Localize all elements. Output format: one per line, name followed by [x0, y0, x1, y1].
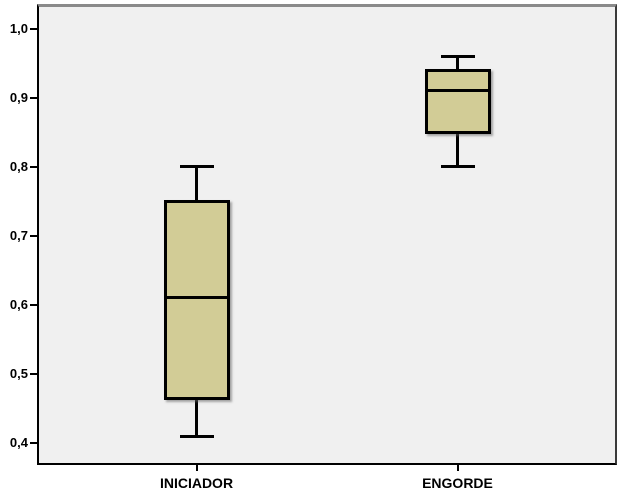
y-axis-tick-label: 0,7 — [9, 227, 28, 243]
median-line-engorde — [427, 89, 488, 93]
median-line-iniciador — [166, 296, 227, 300]
y-axis-tick — [30, 27, 37, 30]
x-axis-tick — [195, 465, 198, 471]
y-axis-tick — [30, 303, 37, 306]
y-axis-tick-label: 0,9 — [9, 89, 28, 105]
x-axis-category-label-engorde: ENGORDE — [422, 475, 493, 491]
whisker-lower-line-iniciador — [195, 398, 198, 436]
whisker-max-cap-engorde — [440, 54, 475, 58]
whisker-upper-line-iniciador — [195, 166, 198, 202]
y-axis-tick — [30, 96, 37, 99]
y-axis-tick-label: 0,6 — [9, 296, 28, 312]
y-axis-tick-label: 0,8 — [9, 158, 28, 174]
whisker-upper-line-engorde — [456, 56, 459, 71]
whisker-min-cap-iniciador — [179, 434, 214, 438]
y-axis-tick-label: 0,5 — [9, 365, 28, 381]
box-engorde — [424, 68, 491, 134]
y-axis-tick — [30, 372, 37, 375]
y-axis-tick-label: 0,4 — [9, 434, 28, 450]
whisker-min-cap-engorde — [440, 165, 475, 169]
y-axis-tick — [30, 234, 37, 237]
x-axis-category-label-iniciador: INICIADOR — [159, 475, 234, 491]
whisker-max-cap-iniciador — [179, 165, 214, 169]
whisker-lower-line-engorde — [456, 132, 459, 167]
y-axis-tick-label: 1,0 — [9, 20, 28, 36]
plot-area — [37, 4, 617, 465]
x-axis-tick — [456, 465, 459, 471]
y-axis-tick — [30, 441, 37, 444]
y-axis-tick — [30, 165, 37, 168]
box-iniciador — [163, 199, 230, 400]
